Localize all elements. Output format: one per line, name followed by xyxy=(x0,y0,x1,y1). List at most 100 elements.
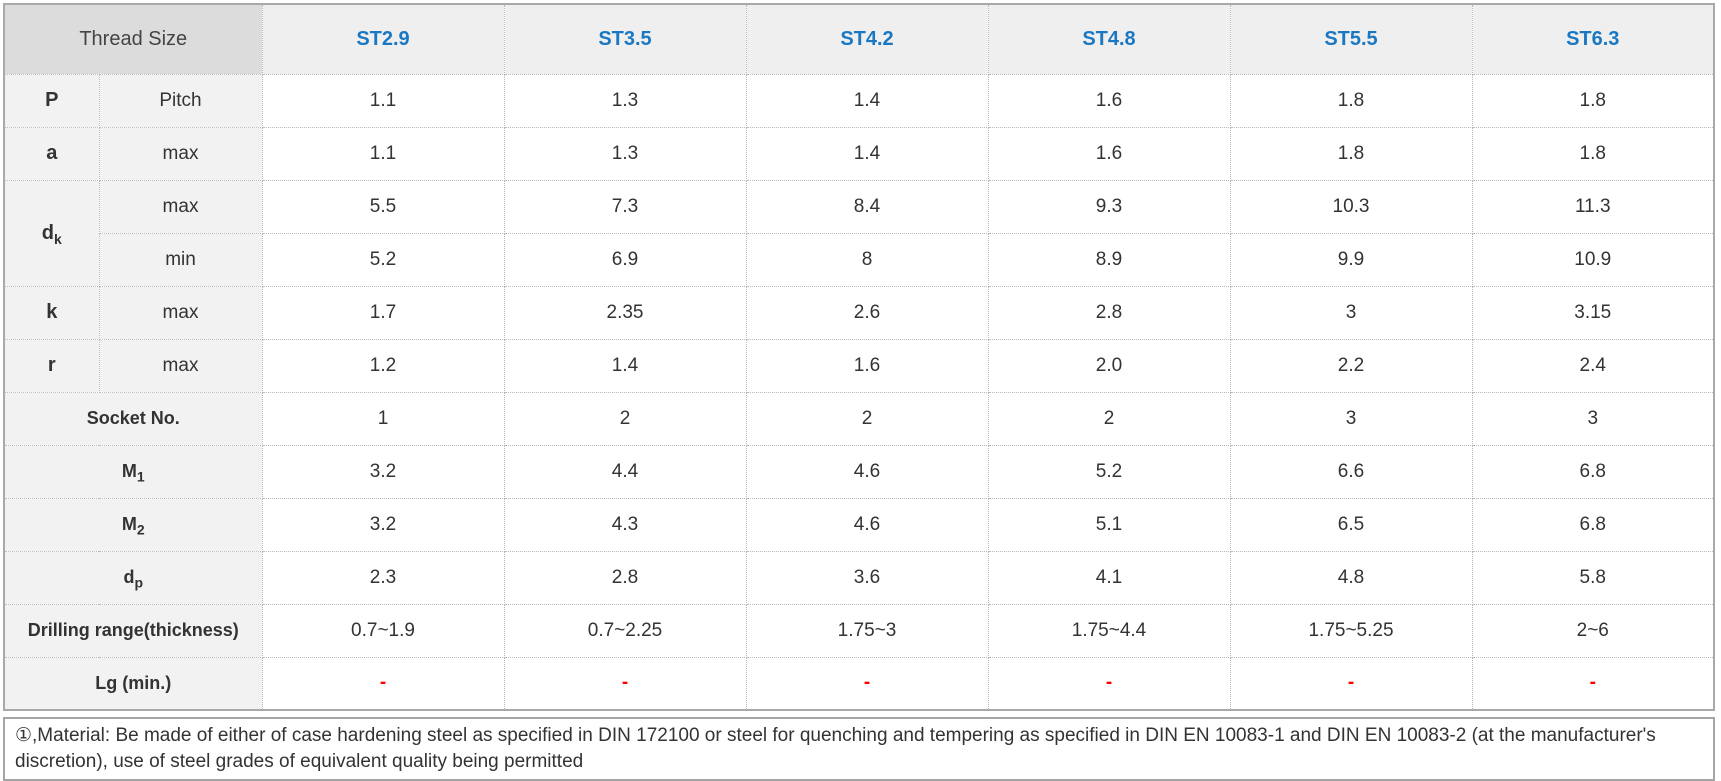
table-cell: 3.6 xyxy=(745,550,989,605)
table-cell: 10.3 xyxy=(1229,179,1473,234)
material-footnote: ①,Material: Be made of either of case ha… xyxy=(3,717,1715,781)
table-cell: 1.2 xyxy=(261,338,505,393)
row-label-text: M xyxy=(121,514,137,534)
table-cell: 1.6 xyxy=(987,73,1231,128)
row-label-text: Socket No. xyxy=(86,408,180,428)
row-label-text: a xyxy=(46,142,58,164)
row-label-text: P xyxy=(45,89,59,111)
table-cell: 3.2 xyxy=(261,497,505,552)
table-cell: 3.2 xyxy=(261,444,505,499)
thread-size-spec-table: Thread Size ST2.9 ST3.5 ST4.2 ST4.8 ST5.5 ST6… xyxy=(3,3,1715,711)
table-cell: 4.1 xyxy=(987,550,1231,605)
table-cell: 1.8 xyxy=(1471,73,1715,128)
table-cell: 0.7~1.9 xyxy=(261,603,505,658)
table-cell: 3 xyxy=(1471,391,1715,446)
row-label-text: d xyxy=(41,221,54,244)
table-cell: 0.7~2.25 xyxy=(503,603,747,658)
row-label: k xyxy=(3,285,100,340)
row-label-subscript: 2 xyxy=(136,521,145,538)
column-header-st2.9: ST2.9 xyxy=(261,3,505,75)
row-label-text: k xyxy=(46,301,58,323)
table-cell: 2.3 xyxy=(261,550,505,605)
table-row: Socket No. 1 2 2 2 3 3 xyxy=(3,391,1715,446)
table-cell: 2.8 xyxy=(503,550,747,605)
table-body: P Pitch 1.1 1.3 1.4 1.6 1.8 1.8 a max 1.1 1.3 1.4 1.6… xyxy=(3,73,1715,711)
corner-header-thread-size: Thread Size xyxy=(3,3,263,75)
table-cell: 9.3 xyxy=(987,179,1231,234)
table-cell: 6.5 xyxy=(1229,497,1473,552)
row-label: Socket No. xyxy=(3,391,263,446)
table-cell: 10.9 xyxy=(1471,232,1715,287)
row-label-text: Lg (min.) xyxy=(95,672,172,693)
table-cell: 2.6 xyxy=(745,285,989,340)
table-cell: 3 xyxy=(1229,285,1473,340)
table-cell: 1.8 xyxy=(1471,126,1715,181)
table-cell: 1.4 xyxy=(745,73,989,128)
table-cell: 2 xyxy=(745,391,989,446)
column-header-st6.3: ST6.3 xyxy=(1471,3,1715,75)
table-cell: 1 xyxy=(261,391,505,446)
table-cell: 9.9 xyxy=(1229,232,1473,287)
table-cell: 3 xyxy=(1229,391,1473,446)
row-label-text: r xyxy=(47,354,56,376)
table-cell: 6.9 xyxy=(503,232,747,287)
row-label: dp xyxy=(3,550,263,605)
row-label-subscript: p xyxy=(134,574,144,591)
table-cell: 3.15 xyxy=(1471,285,1715,340)
row-label-text: Drilling range(thickness) xyxy=(27,620,239,640)
table-cell: - xyxy=(1229,656,1473,711)
row-qualifier: max xyxy=(98,285,263,340)
table-cell: 2.0 xyxy=(987,338,1231,393)
table-row: Drilling range(thickness) 0.7~1.9 0.7~2.25… xyxy=(3,603,1715,658)
column-header-st5.5: ST5.5 xyxy=(1229,3,1473,75)
table-cell: 8.9 xyxy=(987,232,1231,287)
table-cell: 4.6 xyxy=(745,444,989,499)
table-cell: 4.8 xyxy=(1229,550,1473,605)
table-cell: 1.7 xyxy=(261,285,505,340)
table-cell: 4.3 xyxy=(503,497,747,552)
table-cell: 1.8 xyxy=(1229,126,1473,181)
table-cell: - xyxy=(1471,656,1715,711)
table-cell: - xyxy=(745,656,989,711)
table-cell: 5.5 xyxy=(261,179,505,234)
table-row: k max 1.7 2.35 2.6 2.8 3 3.15 xyxy=(3,285,1715,340)
table-cell: 4.6 xyxy=(745,497,989,552)
row-label: P xyxy=(3,73,100,128)
table-row: dk max 5.5 7.3 8.4 9.3 10.3 11.3 xyxy=(3,179,1715,287)
row-qualifier: min xyxy=(98,232,263,287)
table-cell: 8 xyxy=(745,232,989,287)
table-row: Lg (min.) - - - - - - xyxy=(3,656,1715,711)
table-cell: 5.1 xyxy=(987,497,1231,552)
table-cell: 5.2 xyxy=(261,232,505,287)
column-header-st4.2: ST4.2 xyxy=(745,3,989,75)
row-label: M1 xyxy=(3,444,263,499)
table-row: min 5.2 6.9 8 8.9 9.9 10.9 xyxy=(4,232,1715,287)
table-cell: 2.4 xyxy=(1471,338,1715,393)
row-label-subscript: 1 xyxy=(136,468,145,485)
row-label: dk xyxy=(3,179,100,287)
table-cell: 1.3 xyxy=(503,73,747,128)
row-label-subscript: k xyxy=(53,230,62,247)
table-cell: - xyxy=(503,656,747,711)
row-label-text: M xyxy=(121,461,137,481)
table-cell: 2.35 xyxy=(503,285,747,340)
table-cell: 1.75~4.4 xyxy=(987,603,1231,658)
table-cell: 1.4 xyxy=(745,126,989,181)
table-header-row: Thread Size ST2.9 ST3.5 ST4.2 ST4.8 ST5.5 ST6… xyxy=(3,3,1715,75)
row-label: M2 xyxy=(3,497,263,552)
row-qualifier: Pitch xyxy=(98,73,263,128)
table-cell: 5.8 xyxy=(1471,550,1715,605)
table-cell: 2.2 xyxy=(1229,338,1473,393)
table-row: a max 1.1 1.3 1.4 1.6 1.8 1.8 xyxy=(3,126,1715,181)
table-cell: 1.1 xyxy=(261,73,505,128)
table-row: r max 1.2 1.4 1.6 2.0 2.2 2.4 xyxy=(3,338,1715,393)
row-label: a xyxy=(3,126,100,181)
table-row: M1 3.2 4.4 4.6 5.2 6.6 6.8 xyxy=(3,444,1715,499)
table-row: P Pitch 1.1 1.3 1.4 1.6 1.8 1.8 xyxy=(3,73,1715,128)
table-cell: 6.6 xyxy=(1229,444,1473,499)
table-cell: 2 xyxy=(987,391,1231,446)
table-row: M2 3.2 4.3 4.6 5.1 6.5 6.8 xyxy=(3,497,1715,552)
table-cell: 11.3 xyxy=(1471,179,1715,234)
row-qualifier: max xyxy=(98,338,263,393)
table-cell: 2~6 xyxy=(1471,603,1715,658)
